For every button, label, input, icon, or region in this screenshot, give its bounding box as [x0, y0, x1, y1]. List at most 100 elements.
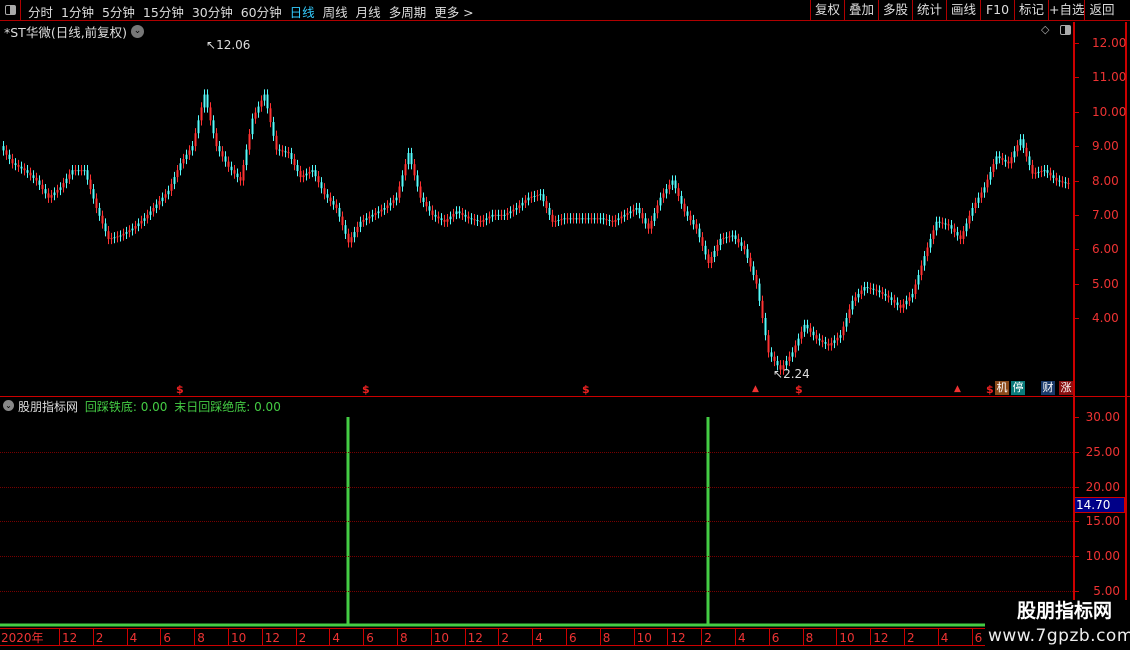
candle	[380, 204, 383, 217]
candle	[1007, 156, 1010, 169]
date-tick	[836, 629, 838, 645]
candlestick-chart[interactable]	[0, 22, 1073, 396]
toolbar-button-6[interactable]: 标记	[1014, 0, 1048, 21]
candle-body	[353, 232, 356, 238]
candle	[527, 192, 530, 206]
candle	[794, 340, 797, 358]
period-tabs: 分时 1分钟 5分钟 15分钟 30分钟 60分钟 日线 周线 月线 多周期 更多 >	[28, 2, 474, 21]
toolbar-button-7[interactable]: +自选	[1048, 0, 1084, 21]
candle-body	[458, 211, 461, 214]
candle	[365, 213, 368, 226]
candle-body	[425, 201, 428, 207]
candle-body	[386, 205, 389, 208]
candle-body	[587, 218, 590, 220]
grid-line	[0, 521, 1073, 523]
toolbar-button-0[interactable]: 复权	[810, 0, 844, 21]
candle-body	[665, 189, 668, 194]
tick-mark	[1073, 556, 1079, 558]
candle	[947, 219, 950, 231]
candle-body	[611, 220, 614, 222]
candle-body	[659, 197, 662, 206]
candle-body	[248, 134, 251, 150]
candle	[413, 159, 416, 181]
candle-body	[317, 176, 320, 183]
event-badge[interactable]: 机	[995, 381, 1009, 395]
period-tab-10[interactable]: 更多 >	[434, 5, 474, 20]
candle	[77, 165, 80, 176]
indicator-tick: 10.00	[1085, 549, 1120, 564]
chevron-down-icon[interactable]: ⌄	[131, 25, 145, 38]
toolbar-button-8[interactable]: 返回	[1084, 0, 1119, 21]
candle	[653, 208, 656, 227]
period-tab-8[interactable]: 月线	[355, 5, 381, 20]
candle	[566, 213, 569, 224]
candle-body	[308, 171, 311, 174]
candle	[1064, 177, 1067, 189]
candle-body	[1022, 139, 1025, 148]
date-label: 4	[738, 631, 746, 645]
chevron-down-icon[interactable]: ⌄	[3, 400, 14, 411]
event-marker-dollar[interactable]: $	[362, 383, 370, 396]
candle-body	[1061, 181, 1064, 183]
tick-mark	[1073, 111, 1079, 113]
period-tab-6[interactable]: 日线	[289, 5, 315, 20]
candle-body	[440, 218, 443, 221]
period-tab-4[interactable]: 30分钟	[191, 5, 233, 20]
event-marker-dollar[interactable]: $	[582, 383, 590, 396]
candle-body	[314, 170, 317, 177]
candle-body	[14, 163, 17, 166]
event-badge[interactable]: 涨	[1059, 381, 1073, 395]
layout-toggle-button[interactable]	[0, 0, 21, 21]
candle	[869, 282, 872, 294]
date-tick	[498, 629, 500, 645]
candle	[788, 351, 791, 367]
candle	[455, 206, 458, 220]
period-tab-1[interactable]: 1分钟	[61, 5, 94, 20]
toolbar-button-1[interactable]: 叠加	[844, 0, 878, 21]
date-label: 8	[805, 631, 814, 645]
period-tab-7[interactable]: 周线	[322, 5, 348, 20]
candle	[971, 202, 974, 221]
event-marker-triangle-icon[interactable]: ▲	[954, 384, 961, 394]
panel-divider[interactable]	[0, 396, 1073, 397]
period-tab-9[interactable]: 多周期	[388, 5, 427, 20]
candle	[410, 147, 413, 170]
toolbar-button-4[interactable]: 画线	[946, 0, 980, 21]
candle	[710, 251, 713, 269]
event-marker-triangle-icon[interactable]: ▲	[752, 384, 759, 394]
toolbar-button-5[interactable]: F10	[980, 0, 1014, 21]
diamond-icon[interactable]: ◇	[1041, 23, 1050, 36]
candle	[602, 213, 605, 225]
candle	[1034, 167, 1037, 179]
candle-body	[152, 208, 155, 212]
candle-body	[197, 120, 200, 134]
period-tab-0[interactable]: 分时	[28, 5, 54, 20]
indicator-chart[interactable]	[0, 397, 1073, 628]
candle	[149, 206, 152, 221]
event-marker-dollar[interactable]: $	[986, 383, 994, 396]
candle	[440, 213, 443, 226]
candle	[116, 231, 119, 243]
event-marker-dollar[interactable]: $	[176, 383, 184, 396]
event-badge[interactable]: 停	[1011, 381, 1025, 395]
period-tab-5[interactable]: 60分钟	[240, 5, 282, 20]
date-tick	[904, 629, 905, 645]
candle-body	[47, 193, 50, 198]
indicator-name[interactable]: 股朋指标网	[18, 400, 79, 414]
event-marker-dollar[interactable]: $	[795, 383, 803, 396]
candle	[152, 202, 155, 217]
panel-toggle-icon[interactable]	[1060, 25, 1071, 35]
event-badge[interactable]: 财	[1041, 381, 1055, 395]
candle	[1025, 142, 1028, 162]
candle	[89, 174, 92, 195]
candle-body	[1001, 158, 1004, 160]
toolbar-button-2[interactable]: 多股	[878, 0, 912, 21]
candle-body	[713, 250, 716, 257]
date-label: 10	[839, 631, 855, 645]
period-tab-3[interactable]: 15分钟	[142, 5, 184, 20]
candle	[758, 278, 761, 306]
candle-body	[26, 170, 29, 173]
period-tab-2[interactable]: 5分钟	[101, 5, 135, 20]
current-value-label: 14.70	[1074, 497, 1125, 513]
toolbar-button-3[interactable]: 统计	[912, 0, 946, 21]
